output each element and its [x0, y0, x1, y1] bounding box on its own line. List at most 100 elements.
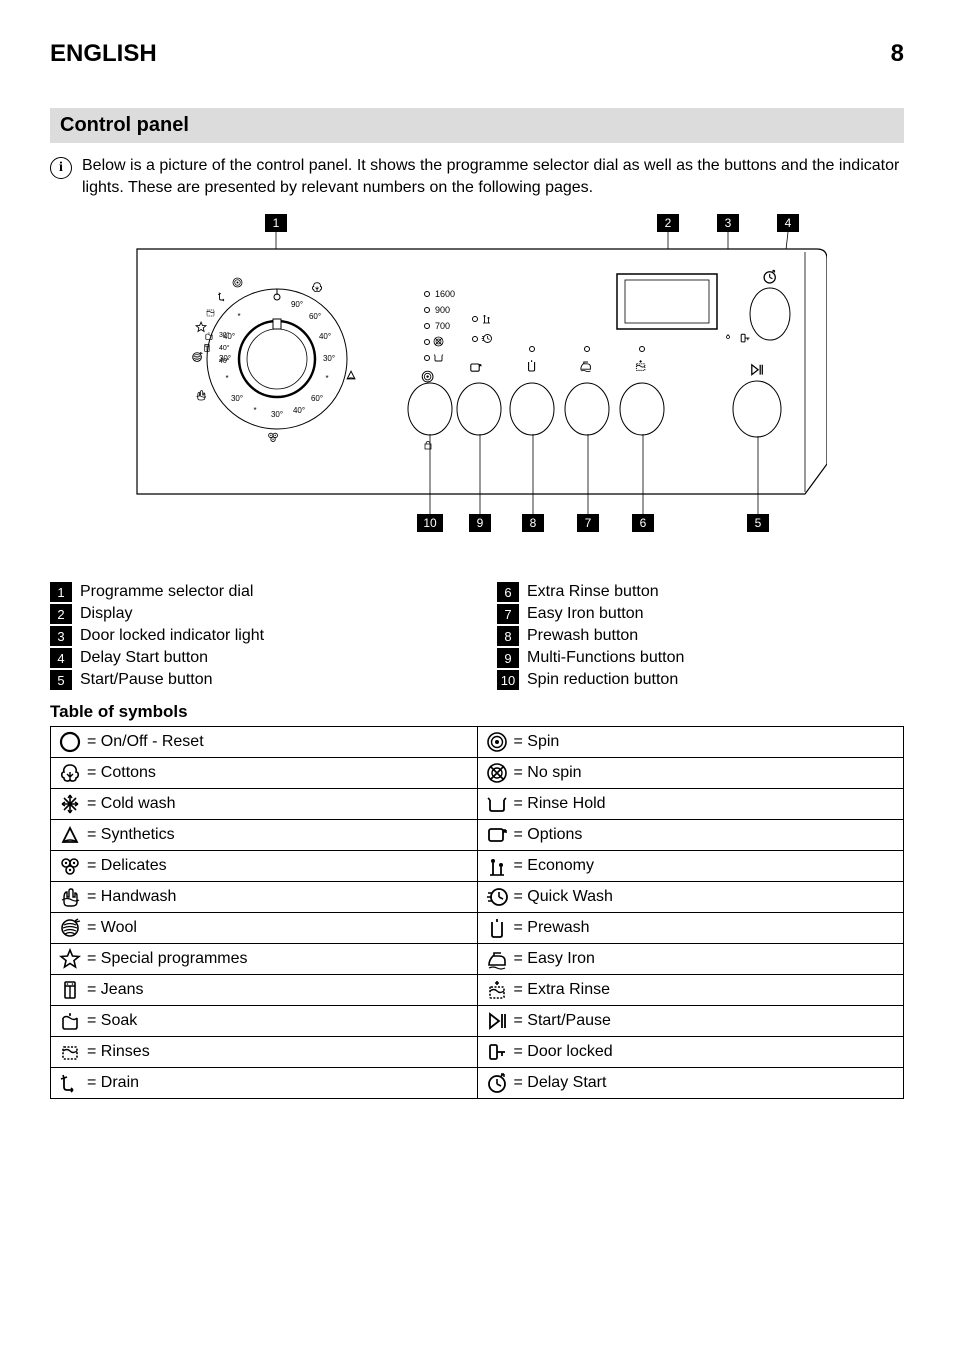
table-row: = Delicates = Economy — [51, 851, 904, 882]
symbol-cell: = Rinses — [51, 1037, 478, 1068]
symbol-cell: = Prewash — [477, 913, 904, 944]
legend-item: 9Multi-Functions button — [497, 648, 904, 668]
legend-item: 7 Easy Iron button — [497, 604, 904, 624]
symbol-label: = Delay Start — [514, 1074, 607, 1092]
table-row: = Cottons = No spin — [51, 758, 904, 789]
svg-text:4: 4 — [785, 216, 792, 230]
symbol-label: = Door locked — [514, 1043, 613, 1061]
table-row: = Special programmes = Easy Iron — [51, 944, 904, 975]
symbol-cell: = Start/Pause — [477, 1006, 904, 1037]
soak-icon — [59, 1010, 81, 1032]
symbol-label: = Extra Rinse — [514, 981, 610, 999]
symbol-label: = Rinses — [87, 1043, 150, 1061]
svg-text:40°: 40° — [219, 357, 230, 365]
table-row: = On/Off - Reset = Spin — [51, 727, 904, 758]
symbol-label: = Delicates — [87, 857, 167, 875]
info-icon: i — [50, 157, 72, 179]
symbol-label: = Special programmes — [87, 950, 248, 968]
symbol-cell: = Spin — [477, 727, 904, 758]
control-panel-diagram: 1 2 3 4 90° 60° 40° 30° * 60° 40° 30° — [127, 214, 827, 564]
svg-text:8: 8 — [530, 516, 537, 530]
legend-item: 4 Delay Start button — [50, 648, 457, 668]
svg-text:30°: 30° — [323, 354, 335, 363]
svg-text:30°: 30° — [219, 331, 230, 339]
symbol-label: = Synthetics — [87, 826, 175, 844]
legend-label: Easy Iron button — [527, 605, 644, 623]
symbol-label: = Cold wash — [87, 795, 176, 813]
symbol-cell: = Cold wash — [51, 789, 478, 820]
symbol-label: = Jeans — [87, 981, 143, 999]
legend-label: Start/Pause button — [80, 671, 213, 689]
svg-text:30°: 30° — [271, 410, 283, 419]
start-pause-icon — [486, 1010, 508, 1032]
symbol-cell: = Easy Iron — [477, 944, 904, 975]
page-number: 8 — [891, 40, 904, 68]
svg-text:40°: 40° — [219, 344, 230, 352]
symbol-cell: = On/Off - Reset — [51, 727, 478, 758]
symbols-table: = On/Off - Reset = Spin = Cottons = No s… — [50, 726, 904, 1099]
svg-text:700: 700 — [435, 321, 450, 331]
on-off-icon — [59, 731, 81, 753]
symbol-label: = Handwash — [87, 888, 176, 906]
special-icon — [59, 948, 81, 970]
legend-label: Extra Rinse button — [527, 583, 659, 601]
symbol-label: = Spin — [514, 733, 560, 751]
symbol-cell: = Synthetics — [51, 820, 478, 851]
svg-text:*: * — [253, 406, 256, 415]
legend-left: 1 Programme selector dial 2Display3 Door lo… — [50, 580, 457, 692]
legend-item: 10Spin reduction button — [497, 670, 904, 690]
intro-block: i Below is a picture of the control pane… — [50, 155, 904, 198]
symbol-label: = No spin — [514, 764, 582, 782]
symbol-label: = On/Off - Reset — [87, 733, 204, 751]
legend-item: 2Display — [50, 604, 457, 624]
rinses-icon — [59, 1041, 81, 1063]
symbol-cell: = Delicates — [51, 851, 478, 882]
legend-label: Multi-Functions button — [527, 649, 684, 667]
symbol-label: = Economy — [514, 857, 594, 875]
table-of-symbols-heading: Table of symbols — [50, 702, 904, 722]
rinse-hold-icon — [486, 793, 508, 815]
easy-iron-icon — [486, 948, 508, 970]
legend-number: 4 — [50, 648, 72, 668]
legend-label: Programme selector dial — [80, 583, 253, 601]
symbol-cell: = Wool — [51, 913, 478, 944]
language-title: ENGLISH — [50, 40, 157, 68]
legend-label: Delay Start button — [80, 649, 208, 667]
symbol-cell: = Extra Rinse — [477, 975, 904, 1006]
legend-number: 3 — [50, 626, 72, 646]
no-spin-icon — [486, 762, 508, 784]
svg-text:5: 5 — [755, 516, 762, 530]
econ-icon — [486, 855, 508, 877]
symbol-cell: = No spin — [477, 758, 904, 789]
legend-number: 1 — [50, 582, 72, 602]
legend-item: 8Prewash button — [497, 626, 904, 646]
options-icon — [486, 824, 508, 846]
legend-right: 6Extra Rinse button7Easy Iron button8Pre… — [497, 580, 904, 692]
symbol-label: = Drain — [87, 1074, 139, 1092]
table-row: = Synthetics = Options — [51, 820, 904, 851]
legend-label: Door locked indicator light — [80, 627, 264, 645]
symbol-cell: = Economy — [477, 851, 904, 882]
symbol-cell: = Soak — [51, 1006, 478, 1037]
legend-number: 5 — [50, 670, 72, 690]
legend-label: Display — [80, 605, 132, 623]
svg-text:9: 9 — [477, 516, 484, 530]
synth-icon — [59, 824, 81, 846]
symbol-cell: = Options — [477, 820, 904, 851]
table-row: = Soak = Start/Pause — [51, 1006, 904, 1037]
intro-text: Below is a picture of the control panel.… — [82, 155, 904, 198]
symbol-label: = Options — [514, 826, 583, 844]
symbol-cell: = Cottons — [51, 758, 478, 789]
svg-text:40°: 40° — [293, 406, 305, 415]
legend-number: 7 — [497, 604, 519, 624]
symbol-cell: = Quick Wash — [477, 882, 904, 913]
svg-text:90°: 90° — [291, 300, 303, 309]
legend-label: Spin reduction button — [527, 671, 678, 689]
legend-item: 5 Start/Pause button — [50, 670, 457, 690]
svg-text:900: 900 — [435, 305, 450, 315]
symbol-cell: = Jeans — [51, 975, 478, 1006]
svg-text:1: 1 — [273, 216, 280, 230]
svg-text:40°: 40° — [319, 332, 331, 341]
svg-text:2: 2 — [665, 216, 672, 230]
symbol-label: = Easy Iron — [514, 950, 595, 968]
